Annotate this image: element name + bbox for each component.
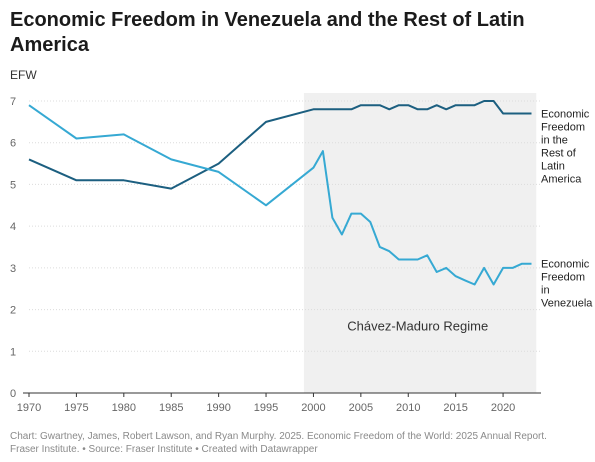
- series-labels: Economic Freedom in the Rest of Latin America…: [541, 109, 593, 310]
- y-tick-label: 5: [10, 179, 16, 191]
- caption-line-1: Chart: Gwartney, James, Robert Lawson, a…: [10, 431, 547, 442]
- x-tick-label: 1985: [159, 402, 183, 414]
- y-tick-label: 2: [10, 305, 16, 317]
- series-line-1: [28, 100, 532, 190]
- x-tick-label: 2005: [349, 402, 373, 414]
- series-label-1: Economic Freedom in the Rest of Latin America: [541, 109, 590, 186]
- y-tick-label: 6: [10, 138, 16, 150]
- y-tick-label: 0: [10, 388, 16, 400]
- x-tick-label: 1990: [206, 402, 230, 414]
- x-tick-label: 2015: [443, 402, 467, 414]
- x-tick-label: 1975: [64, 402, 88, 414]
- regime-label: Chávez-Maduro Regime: [347, 318, 488, 333]
- series-label-2: Economic Freedom in Venezuela: [541, 259, 593, 310]
- x-tick-label: 2020: [491, 402, 515, 414]
- y-tick-label: 4: [10, 221, 16, 233]
- gridlines: [29, 100, 541, 352]
- x-tick-label: 1970: [17, 402, 41, 414]
- x-axis-ticks: 1970 1975 1980 1985 1990 1995 2000 2005 2010 2015…: [17, 393, 515, 414]
- chavez-maduro-regime-band: [303, 93, 537, 393]
- y-tick-label: 7: [10, 96, 16, 108]
- x-tick-label: 2010: [396, 402, 420, 414]
- series-lines: [28, 100, 532, 286]
- x-tick-label: 1980: [112, 402, 136, 414]
- series-line-2: [28, 104, 532, 286]
- y-axis-ticks: 0 1 2 3 4 5 6 7: [10, 96, 16, 400]
- y-tick-label: 3: [10, 263, 16, 275]
- x-tick-label: 2000: [301, 402, 325, 414]
- x-tick-label: 1995: [254, 402, 278, 414]
- chart-title: Economic Freedom in Venezuela and the Re…: [10, 9, 525, 56]
- y-tick-label: 1: [10, 346, 16, 358]
- y-axis-label: EFW: [10, 68, 37, 82]
- caption-line-2: Fraser Institute. • Source: Fraser Insti…: [10, 444, 318, 455]
- chart-caption: Chart: Gwartney, James, Robert Lawson, a…: [10, 430, 590, 456]
